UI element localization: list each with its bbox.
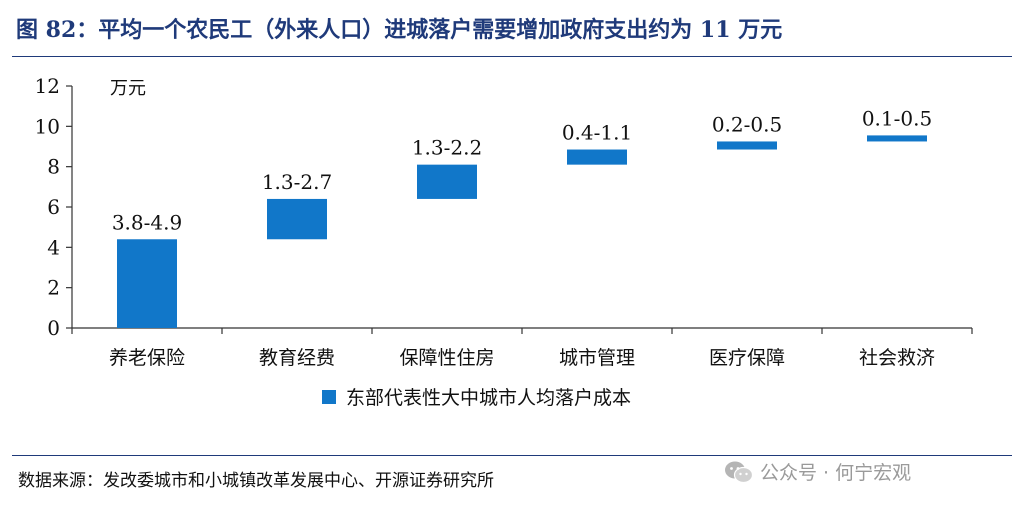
- legend-label: 东部代表性大中城市人均落户成本: [346, 387, 631, 409]
- data-label: 1.3-2.2: [412, 136, 482, 160]
- figure-title: 图 82：平均一个农民工（外来人口）进城落户需要增加政府支出约为 11 万元: [16, 17, 783, 43]
- y-tick-label: 10: [35, 114, 60, 138]
- watermark-text: 公众号 · 何宁宏观: [760, 462, 912, 484]
- bar: [567, 149, 627, 165]
- x-tick-label: 养老保险: [109, 347, 185, 369]
- bar: [267, 198, 327, 240]
- bar: [117, 239, 177, 328]
- x-tick-label: 社会救济: [859, 347, 935, 369]
- y-tick-label: 6: [47, 195, 60, 219]
- x-tick-label: 医疗保障: [709, 347, 785, 369]
- title-divider: [12, 56, 1012, 57]
- y-tick-label: 12: [35, 74, 60, 98]
- legend-swatch: [322, 390, 336, 404]
- wechat-icon: [724, 459, 754, 485]
- y-tick-label: 4: [47, 235, 60, 259]
- y-axis-unit: 万元: [110, 78, 146, 99]
- bar: [417, 164, 477, 199]
- x-tick-label: 城市管理: [559, 347, 635, 369]
- data-label: 1.3-2.7: [262, 170, 332, 194]
- data-label: 0.1-0.5: [862, 106, 932, 130]
- y-tick-label: 8: [47, 155, 60, 179]
- x-tick-label: 保障性住房: [399, 347, 494, 369]
- watermark: 公众号 · 何宁宏观: [724, 458, 911, 485]
- bar: [867, 135, 927, 142]
- data-source-note: 数据来源：发改委城市和小城镇改革发展中心、开源证券研究所: [18, 471, 494, 491]
- y-tick-label: 0: [47, 316, 60, 340]
- y-tick-label: 2: [47, 276, 60, 300]
- data-label: 3.8-4.9: [112, 210, 182, 234]
- bar: [717, 141, 777, 150]
- x-tick-label: 教育经费: [259, 347, 335, 369]
- data-label: 0.4-1.1: [562, 121, 632, 145]
- data-label: 0.2-0.5: [712, 112, 782, 136]
- source-divider: [12, 455, 1012, 456]
